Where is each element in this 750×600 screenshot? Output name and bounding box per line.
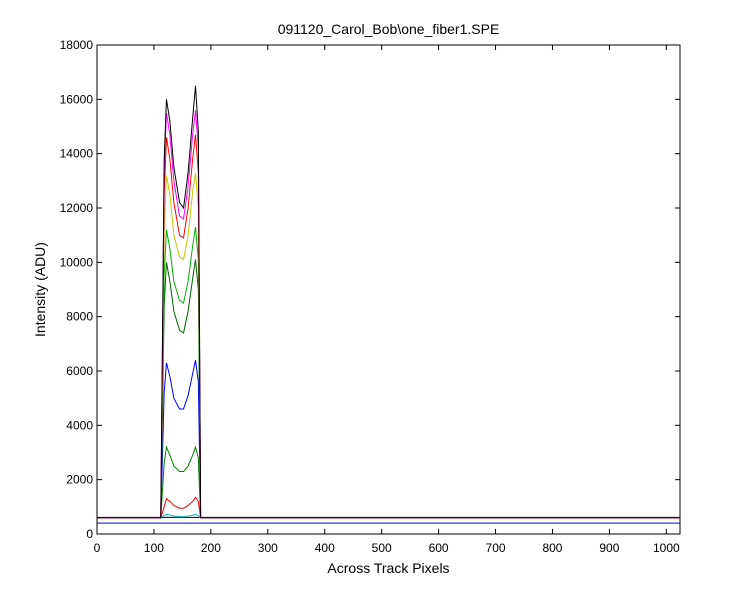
- y-tick-label: 10000: [60, 255, 94, 269]
- y-tick-label: 8000: [66, 310, 93, 324]
- y-tick-label: 6000: [66, 364, 93, 378]
- y-tick-label: 16000: [60, 92, 94, 106]
- chart-title: 091120_Carol_Bob\one_fiber1.SPE: [278, 21, 500, 37]
- y-tick-label: 18000: [60, 38, 94, 52]
- y-tick-label: 0: [86, 527, 93, 541]
- series-line-3: [97, 513, 680, 519]
- y-tick-label: 12000: [60, 201, 94, 215]
- series-layer: [97, 85, 680, 524]
- x-tick-label: 900: [599, 541, 619, 555]
- axes-box: [96, 44, 681, 535]
- y-tick-label: 4000: [66, 418, 93, 432]
- x-tick-label: 300: [258, 541, 278, 555]
- x-tick-label: 100: [144, 541, 164, 555]
- x-axis-label: Across Track Pixels: [327, 560, 449, 576]
- x-tick-label: 200: [201, 541, 221, 555]
- x-tick-label: 600: [429, 541, 449, 555]
- series-line-4: [97, 496, 680, 519]
- y-tick-label: 14000: [60, 147, 94, 161]
- x-tick-label: 800: [542, 541, 562, 555]
- x-axis-ticks: 0 100 200 300 400 500 600 700 800 900 1000: [94, 45, 680, 555]
- x-tick-label: 400: [315, 541, 335, 555]
- series-line-12: [97, 85, 680, 519]
- x-tick-label: 500: [372, 541, 392, 555]
- x-tick-label: 0: [94, 541, 101, 555]
- y-axis-ticks: 0 2000 4000 6000 8000 10000 12000 14000 16000 180…: [60, 38, 680, 541]
- plot-area: [97, 45, 680, 534]
- y-axis-label: Intensity (ADU): [32, 242, 48, 337]
- x-tick-label: 700: [486, 541, 506, 555]
- x-tick-label: 1000: [653, 541, 680, 555]
- y-tick-label: 2000: [66, 473, 93, 487]
